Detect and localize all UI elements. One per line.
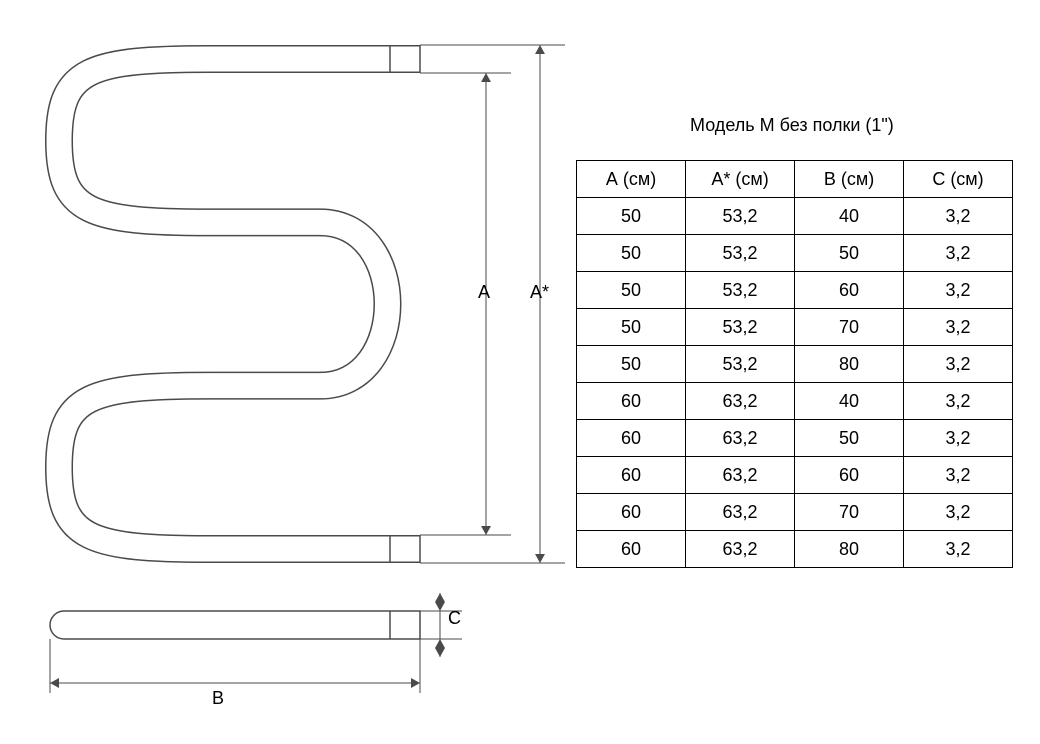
table-header-cell: В (см) [795,161,904,198]
table-cell: 3,2 [904,531,1013,568]
table-cell: 80 [795,346,904,383]
table-cell: 3,2 [904,494,1013,531]
table-cell: 80 [795,531,904,568]
dim-label-C: C [448,608,461,629]
table-cell: 3,2 [904,383,1013,420]
table-header-cell: А* (см) [686,161,795,198]
table-row: 5053,2503,2 [577,235,1013,272]
table-cell: 40 [795,383,904,420]
table-cell: 60 [577,494,686,531]
table-row: 5053,2703,2 [577,309,1013,346]
table-cell: 3,2 [904,309,1013,346]
table-row: 6063,2803,2 [577,531,1013,568]
table-cell: 63,2 [686,457,795,494]
table-cell: 53,2 [686,309,795,346]
table-row: 6063,2603,2 [577,457,1013,494]
table-cell: 50 [795,235,904,272]
table-cell: 63,2 [686,420,795,457]
table-cell: 60 [795,457,904,494]
table-cell: 63,2 [686,531,795,568]
table-row: 5053,2403,2 [577,198,1013,235]
dim-label-A: A [478,282,490,303]
table-cell: 3,2 [904,457,1013,494]
dim-label-B: B [212,688,224,709]
table-cell: 50 [795,420,904,457]
table-row: 5053,2603,2 [577,272,1013,309]
table-cell: 50 [577,272,686,309]
table-cell: 3,2 [904,346,1013,383]
table-cell: 63,2 [686,383,795,420]
table-cell: 60 [577,531,686,568]
table-cell: 50 [577,235,686,272]
table-row: 6063,2503,2 [577,420,1013,457]
table-cell: 70 [795,494,904,531]
table-cell: 60 [577,383,686,420]
dim-label-Astar: A* [530,282,549,303]
table-row: 6063,2703,2 [577,494,1013,531]
dimensions-table: А (см)А* (см)В (см)С (см) 5053,2403,2505… [576,160,1013,568]
table-cell: 50 [577,346,686,383]
table-cell: 3,2 [904,198,1013,235]
table-cell: 3,2 [904,235,1013,272]
table-cell: 53,2 [686,346,795,383]
table-row: 6063,2403,2 [577,383,1013,420]
table-header-cell: С (см) [904,161,1013,198]
table-cell: 3,2 [904,420,1013,457]
table-cell: 53,2 [686,198,795,235]
table-cell: 40 [795,198,904,235]
table-cell: 60 [577,457,686,494]
table-cell: 63,2 [686,494,795,531]
page: Модель М без полки (1") А (см)А* (см)В (… [0,0,1040,744]
table-cell: 60 [795,272,904,309]
table-cell: 60 [577,420,686,457]
technical-drawing [20,15,580,735]
model-title: Модель М без полки (1") [690,115,894,136]
table-row: 5053,2803,2 [577,346,1013,383]
table-cell: 3,2 [904,272,1013,309]
table-cell: 53,2 [686,272,795,309]
table-cell: 50 [577,198,686,235]
table-header-cell: А (см) [577,161,686,198]
table-cell: 53,2 [686,235,795,272]
table-cell: 70 [795,309,904,346]
table-cell: 50 [577,309,686,346]
